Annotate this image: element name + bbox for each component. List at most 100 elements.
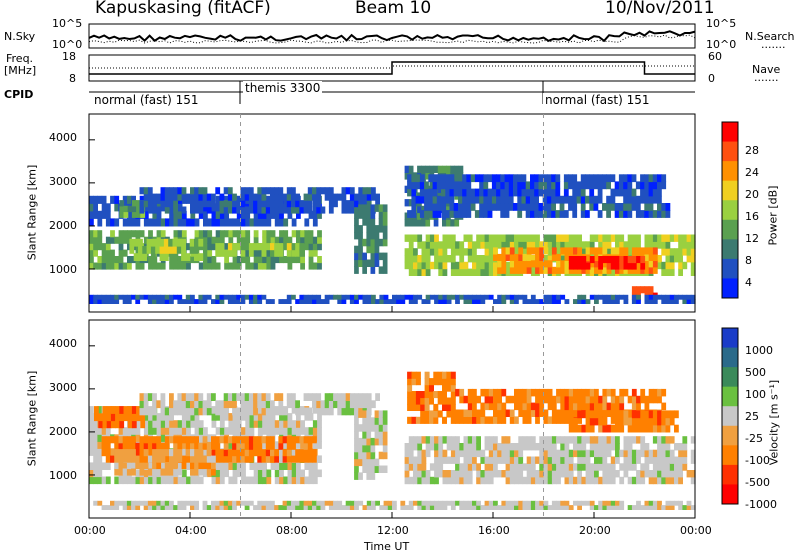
heatmap-cell — [279, 455, 284, 463]
heatmap-cell — [207, 218, 213, 227]
heatmap-cell — [577, 443, 582, 451]
heatmap-cell — [581, 443, 587, 451]
heatmap-cell — [657, 505, 662, 510]
heatmap-cell — [186, 262, 191, 270]
heatmap-cell — [244, 400, 250, 409]
heatmap-cell — [433, 403, 439, 411]
heatmap-cell — [169, 407, 174, 416]
heatmap-cell — [362, 266, 367, 274]
heatmap-cell — [253, 236, 259, 244]
heatmap-cell — [508, 188, 514, 197]
heatmap-cell — [354, 225, 359, 233]
heatmap-cell — [606, 505, 612, 510]
heatmap-cell — [278, 436, 284, 444]
heatmap-cell — [594, 456, 599, 464]
heatmap-cell — [598, 436, 603, 444]
heatmap-cell — [219, 462, 225, 470]
heatmap-cell — [270, 200, 275, 208]
heatmap-cell — [291, 442, 296, 450]
heatmap-cell — [287, 256, 293, 264]
heatmap-cell — [152, 436, 157, 444]
heatmap-cell — [556, 241, 561, 249]
heatmap-cell — [428, 210, 434, 218]
heatmap-cell — [328, 206, 334, 214]
heatmap-cell — [501, 505, 507, 510]
heatmap-cell — [438, 299, 444, 304]
heatmap-cell — [504, 203, 510, 211]
heatmap-cell — [224, 413, 229, 421]
heatmap-cell — [283, 462, 289, 470]
heatmap-cell — [320, 505, 326, 510]
heatmap-cell — [535, 241, 540, 249]
heatmap-cell — [493, 463, 498, 471]
heatmap-cell — [547, 476, 553, 485]
power-cb-tick-24: 24 — [745, 166, 759, 179]
heatmap-cell — [198, 468, 204, 476]
heatmap-cell — [370, 238, 376, 247]
heatmap-cell — [245, 218, 251, 227]
heatmap-cell — [152, 420, 158, 428]
heatmap-cell — [93, 249, 98, 257]
heatmap-cell — [169, 500, 174, 506]
heatmap-cell — [491, 174, 497, 183]
velocity-cb-tick-minus25: -25 — [745, 432, 763, 445]
heatmap-cell — [543, 436, 549, 444]
heatmap-cell — [257, 500, 263, 506]
heatmap-cell — [177, 187, 183, 195]
heatmap-cell — [236, 413, 242, 421]
heatmap-cell — [442, 371, 447, 379]
heatmap-cell — [206, 200, 212, 208]
heatmap-cell — [382, 431, 388, 439]
heatmap-cell — [652, 456, 658, 464]
heatmap-cell — [142, 246, 148, 254]
heatmap-cell — [518, 449, 524, 458]
heatmap-cell — [396, 294, 401, 300]
heatmap-cell — [160, 262, 166, 270]
heatmap-cell — [493, 449, 498, 458]
heatmap-cell — [455, 500, 460, 506]
heatmap-cell — [488, 500, 494, 506]
heatmap-cell — [526, 456, 532, 464]
heatmap-cell — [636, 294, 641, 300]
heatmap-cell — [317, 262, 322, 270]
heatmap-cell — [491, 181, 497, 190]
heatmap-cell — [525, 203, 531, 211]
heatmap-cell — [657, 417, 662, 426]
heatmap-cell — [382, 465, 388, 473]
heatmap-cell — [446, 410, 452, 418]
heatmap-cell — [261, 407, 267, 416]
heatmap-cell — [169, 187, 174, 195]
heatmap-cell — [274, 462, 280, 470]
heatmap-cell — [244, 407, 250, 416]
heatmap-cell — [539, 505, 545, 510]
heatmap-cell — [232, 256, 238, 264]
heatmap-cell — [488, 443, 494, 451]
heatmap-cell — [425, 165, 431, 173]
heatmap-cell — [661, 449, 667, 458]
heatmap-cell — [378, 410, 384, 418]
heatmap-cell — [424, 410, 430, 418]
heatmap-cell — [300, 256, 305, 264]
heatmap-cell — [337, 407, 343, 416]
heatmap-cell — [467, 234, 473, 242]
heatmap-cell — [573, 395, 578, 404]
heatmap-cell — [631, 410, 637, 419]
heatmap-cell — [186, 462, 191, 470]
heatmap-cell — [173, 505, 178, 510]
heatmap-cell — [375, 299, 380, 304]
heatmap-cell — [573, 388, 578, 397]
heatmap-cell — [185, 294, 191, 300]
heatmap-cell — [522, 241, 528, 249]
heatmap-cell — [190, 420, 196, 428]
heatmap-cell — [602, 181, 607, 190]
heatmap-cell — [227, 505, 233, 510]
heatmap-cell — [354, 437, 359, 446]
nsky-label: N.Sky — [4, 30, 36, 43]
heatmap-cell — [690, 476, 696, 485]
heatmap-cell — [417, 212, 422, 220]
heatmap-cell — [370, 225, 376, 233]
heatmap-cell — [644, 174, 650, 183]
heatmap-cell — [577, 436, 582, 444]
heatmap-cell — [467, 388, 473, 397]
heatmap-cell — [484, 255, 490, 263]
